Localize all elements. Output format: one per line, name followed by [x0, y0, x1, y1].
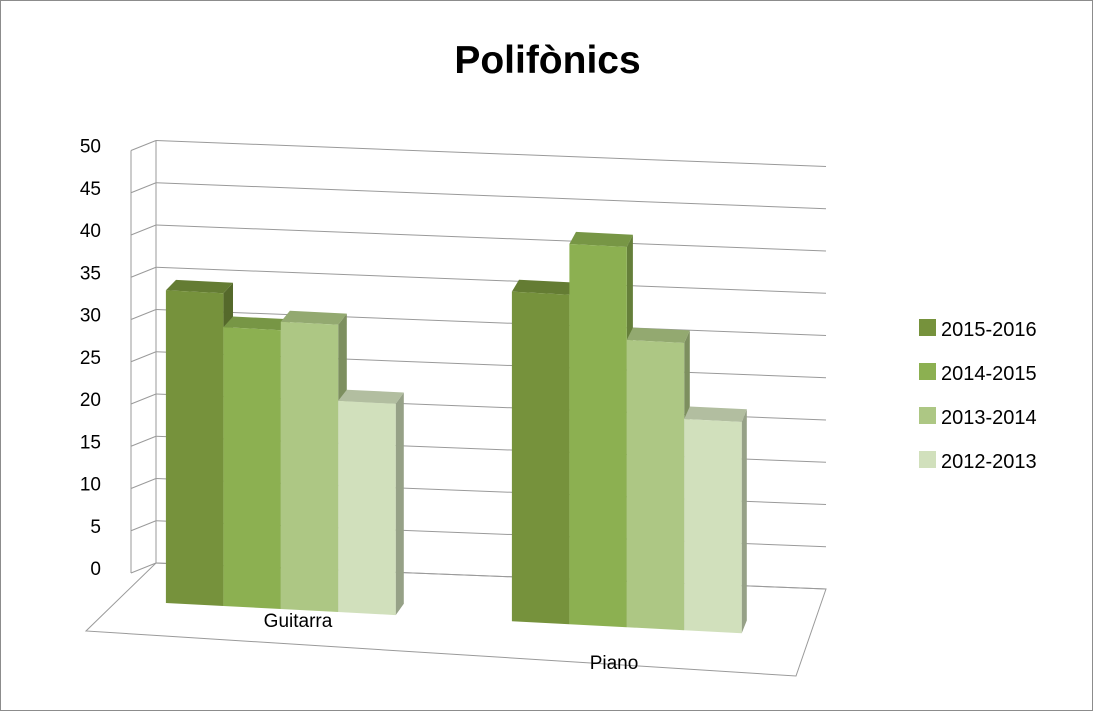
side-gridline — [130, 351, 157, 363]
bar-front — [338, 400, 396, 616]
bar-guitarra-2015-2016 — [165, 279, 233, 606]
side-gridline — [130, 224, 157, 236]
legend-swatch — [919, 451, 936, 468]
bar-top — [511, 279, 576, 295]
legend-item: 2013-2014 — [919, 407, 1037, 429]
bar-side — [741, 409, 747, 634]
legend-swatch — [919, 319, 936, 336]
legend-item: 2012-2013 — [919, 451, 1037, 473]
y-tick-label: 30 — [80, 306, 101, 327]
legend: 2015-2016 2014-2015 2013-2014 2012-2013 — [919, 319, 1037, 473]
bars — [165, 231, 747, 634]
y-tick-label: 10 — [80, 475, 101, 496]
legend-label: 2013-2014 — [941, 407, 1037, 429]
bar-front — [511, 291, 570, 625]
bar-piano-2014-2015 — [569, 231, 633, 628]
side-gridline — [130, 266, 157, 278]
y-tick-label: 0 — [90, 559, 101, 580]
y-tick-label: 35 — [80, 263, 101, 284]
bar-guitarra-2012-2013 — [338, 389, 404, 616]
side-gridline — [130, 182, 157, 194]
legend-label: 2014-2015 — [941, 363, 1037, 385]
bar-front — [626, 339, 685, 631]
side-gridline — [130, 435, 157, 447]
bar-side — [395, 392, 404, 616]
bar-top — [626, 327, 690, 343]
bar-front — [684, 419, 742, 634]
bar-guitarra-2013-2014 — [280, 310, 347, 612]
gridline — [155, 309, 827, 336]
bar-guitarra-2014-2015 — [223, 316, 290, 609]
bar-piano-2015-2016 — [511, 279, 576, 625]
bar-front — [165, 290, 224, 606]
bar-top — [684, 406, 747, 422]
category-labels: Guitarra Piano — [264, 611, 639, 674]
bar-piano-2012-2013 — [684, 406, 747, 634]
y-tick-label: 25 — [80, 348, 101, 369]
bar-top — [569, 231, 633, 247]
bar-top — [338, 389, 404, 404]
gridline — [155, 266, 827, 294]
side-gridline — [130, 309, 157, 320]
bar-top — [280, 310, 347, 325]
category-label: Piano — [590, 653, 639, 674]
legend-item: 2015-2016 — [919, 319, 1037, 341]
y-tick-label: 40 — [80, 221, 101, 242]
legend-item: 2014-2015 — [919, 363, 1037, 385]
gridline — [155, 140, 827, 167]
y-tick-label: 5 — [90, 517, 101, 538]
side-gridline — [130, 520, 157, 532]
side-gridline — [130, 393, 157, 405]
bar-front — [280, 321, 339, 612]
y-tick-label: 15 — [80, 432, 101, 453]
legend-swatch — [919, 407, 936, 424]
bar-front — [569, 244, 627, 628]
side-gridline — [130, 478, 157, 489]
bar-top — [165, 279, 233, 294]
legend-swatch — [919, 363, 936, 380]
y-tick-label: 20 — [80, 390, 101, 411]
category-label: Guitarra — [264, 611, 333, 632]
side-gridline — [130, 562, 157, 574]
y-tick-label: 45 — [80, 179, 101, 200]
y-tick-label: 50 — [80, 137, 101, 158]
bar-front — [223, 327, 281, 609]
chart-title: Polifònics — [454, 39, 641, 82]
bar-top — [223, 316, 290, 331]
bar-piano-2013-2014 — [626, 327, 690, 631]
gridline — [155, 224, 827, 252]
y-axis-ticks: 0 5 10 15 20 25 30 35 40 45 50 — [80, 137, 101, 581]
legend-label: 2015-2016 — [941, 319, 1037, 341]
legend-label: 2012-2013 — [941, 451, 1037, 473]
gridline — [155, 182, 827, 210]
side-gridline — [130, 140, 157, 151]
